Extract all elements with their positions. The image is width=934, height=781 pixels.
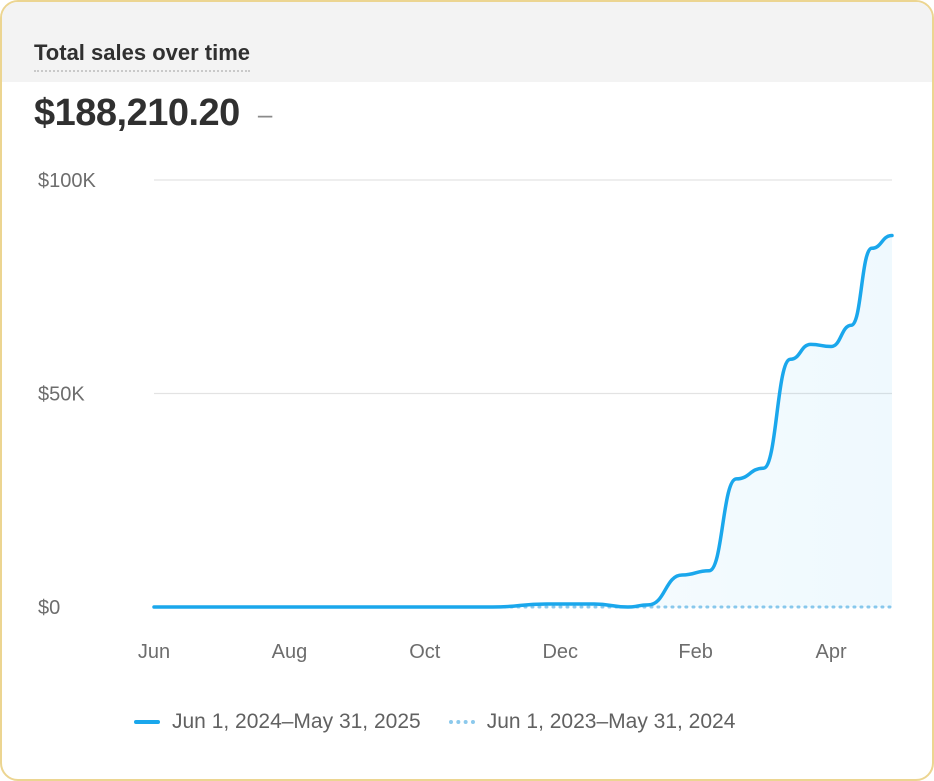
x-tick-label: Aug — [272, 641, 308, 663]
card-header — [2, 2, 932, 82]
legend-label-previous: Jun 1, 2023–May 31, 2024 — [486, 710, 736, 733]
y-tick-label: $100K — [38, 170, 96, 192]
series-area-current — [154, 235, 892, 607]
chart-gridlines — [154, 179, 892, 395]
chart-legend: Jun 1, 2024–May 31, 2025 Jun 1, 2023–May… — [134, 710, 735, 734]
x-tick-label: Feb — [678, 641, 712, 663]
chart-y-axis: $100K $50K $0 — [38, 170, 96, 619]
chart-series — [152, 233, 894, 609]
card-title[interactable]: Total sales over time — [34, 40, 251, 72]
x-tick-label: Apr — [816, 641, 847, 663]
legend-dotted-swatch-icon — [448, 720, 475, 724]
legend-solid-swatch-icon — [134, 720, 160, 724]
chart-x-axis: Jun Aug Oct Dec Feb Apr — [138, 641, 847, 663]
total-sales-delta: – — [257, 98, 273, 129]
sales-line-chart: $100K $50K $0 Jun Aug Oct Dec Feb Apr — [38, 170, 894, 663]
y-tick-label: $0 — [38, 597, 60, 619]
x-tick-label: Dec — [542, 641, 578, 663]
x-tick-label: Oct — [409, 641, 441, 663]
y-tick-label: $50K — [38, 384, 85, 406]
series-line-current — [152, 233, 894, 609]
legend-item-current[interactable]: Jun 1, 2024–May 31, 2025 — [134, 710, 421, 734]
total-sales-value: $188,210.20 — [34, 92, 240, 134]
x-tick-label: Jun — [138, 641, 170, 663]
total-row: $188,210.20 – — [34, 92, 272, 135]
legend-label-current: Jun 1, 2024–May 31, 2025 — [172, 710, 421, 733]
legend-item-previous[interactable]: Jun 1, 2023–May 31, 2024 — [448, 710, 736, 734]
